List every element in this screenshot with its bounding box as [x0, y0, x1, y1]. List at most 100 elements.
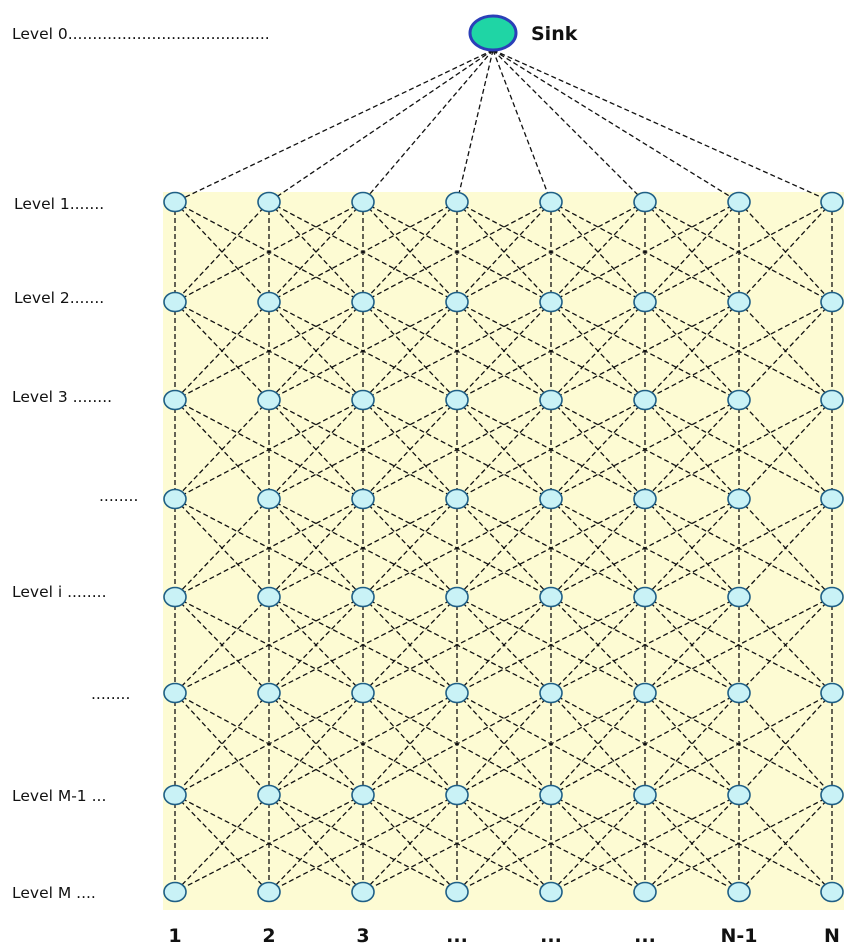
grid-edge [268, 201, 364, 303]
grid-edge [362, 201, 552, 303]
grid-node [727, 488, 751, 510]
grid-node [539, 881, 563, 903]
grid-node [539, 191, 563, 213]
level-label-4: ........ [99, 487, 138, 505]
grid-edge [174, 692, 364, 796]
grid-node [163, 586, 187, 608]
grid-edge [174, 498, 364, 598]
grid-edge [362, 596, 552, 694]
grid-edge [174, 301, 364, 401]
grid-node [257, 682, 281, 704]
edge-layer [174, 49, 833, 893]
grid-node [257, 291, 281, 313]
grid-edge [644, 692, 833, 796]
grid-edge [362, 301, 458, 401]
sink-node [468, 14, 518, 52]
grid-node [820, 682, 844, 704]
grid-edge [644, 692, 740, 796]
grid-edge [456, 399, 552, 500]
grid-edge [456, 301, 646, 401]
grid-edge [268, 692, 364, 796]
grid-edge [174, 399, 364, 500]
sink-edge-7 [492, 49, 740, 203]
level-label-5: Level i ........ [12, 583, 107, 601]
grid-node [257, 488, 281, 510]
grid-edge [362, 201, 458, 303]
grid-node [445, 191, 469, 213]
grid-edge [550, 301, 740, 401]
grid-edge [362, 692, 458, 796]
grid-edge [738, 794, 833, 893]
grid-node [633, 586, 657, 608]
grid-node [820, 586, 844, 608]
grid-edge [362, 301, 552, 401]
grid-edge [362, 498, 458, 598]
grid-edge [456, 301, 552, 401]
grid-edge [738, 301, 833, 401]
grid-edge [644, 498, 740, 598]
grid-node [539, 586, 563, 608]
grid-node [257, 881, 281, 903]
grid-node [727, 389, 751, 411]
grid-edge [550, 399, 740, 500]
grid-edge [268, 399, 364, 500]
grid-edge [644, 692, 740, 796]
grid-edge [174, 692, 270, 796]
grid-edge [644, 399, 833, 500]
grid-edge [362, 596, 458, 694]
grid-node [633, 191, 657, 213]
grid-edge [644, 201, 833, 303]
column-label-7: N-1 [720, 925, 757, 947]
grid-node [257, 784, 281, 806]
node-layer [163, 191, 844, 903]
grid-edge [644, 301, 740, 401]
column-label-6: ... [634, 925, 656, 947]
grid-node [727, 586, 751, 608]
grid-node [351, 291, 375, 313]
grid-node [445, 586, 469, 608]
grid-node [727, 881, 751, 903]
grid-edge [174, 596, 270, 694]
grid-edge [362, 794, 458, 893]
grid-edge [456, 692, 552, 796]
grid-edge [644, 596, 833, 694]
grid-node [351, 881, 375, 903]
column-label-8: N [824, 925, 840, 947]
grid-edge [456, 794, 646, 893]
grid-edge [268, 596, 458, 694]
grid-edge [174, 201, 364, 303]
grid-node [351, 586, 375, 608]
grid-edge [456, 794, 552, 893]
grid-edge [644, 201, 740, 303]
grid-edge [268, 794, 458, 893]
sink-edge-2 [268, 49, 494, 203]
level-label-1: Level 1....... [14, 195, 104, 213]
grid-edge [362, 399, 458, 500]
column-label-2: 2 [262, 925, 275, 947]
grid-node [727, 682, 751, 704]
grid-node [351, 784, 375, 806]
grid-edge [362, 692, 552, 796]
level-label-6: ........ [91, 685, 130, 703]
level-label-2: Level 2....... [14, 289, 104, 307]
grid-node [163, 389, 187, 411]
grid-edge [550, 692, 740, 796]
grid-edge [174, 794, 364, 893]
grid-edge [268, 498, 458, 598]
grid-edge [268, 399, 458, 500]
grid-edge [268, 498, 364, 598]
grid-node [163, 488, 187, 510]
grid-node [163, 784, 187, 806]
grid-node [539, 682, 563, 704]
grid-node [633, 389, 657, 411]
grid-node [727, 191, 751, 213]
grid-edge [550, 794, 740, 893]
grid-edge [550, 498, 646, 598]
level-label-7: Level M-1 ... [12, 787, 106, 805]
level-label-0: Level 0.................................… [12, 25, 270, 43]
level-label-8: Level M .... [12, 884, 96, 902]
grid-edge [550, 692, 646, 796]
grid-edge [644, 794, 833, 893]
